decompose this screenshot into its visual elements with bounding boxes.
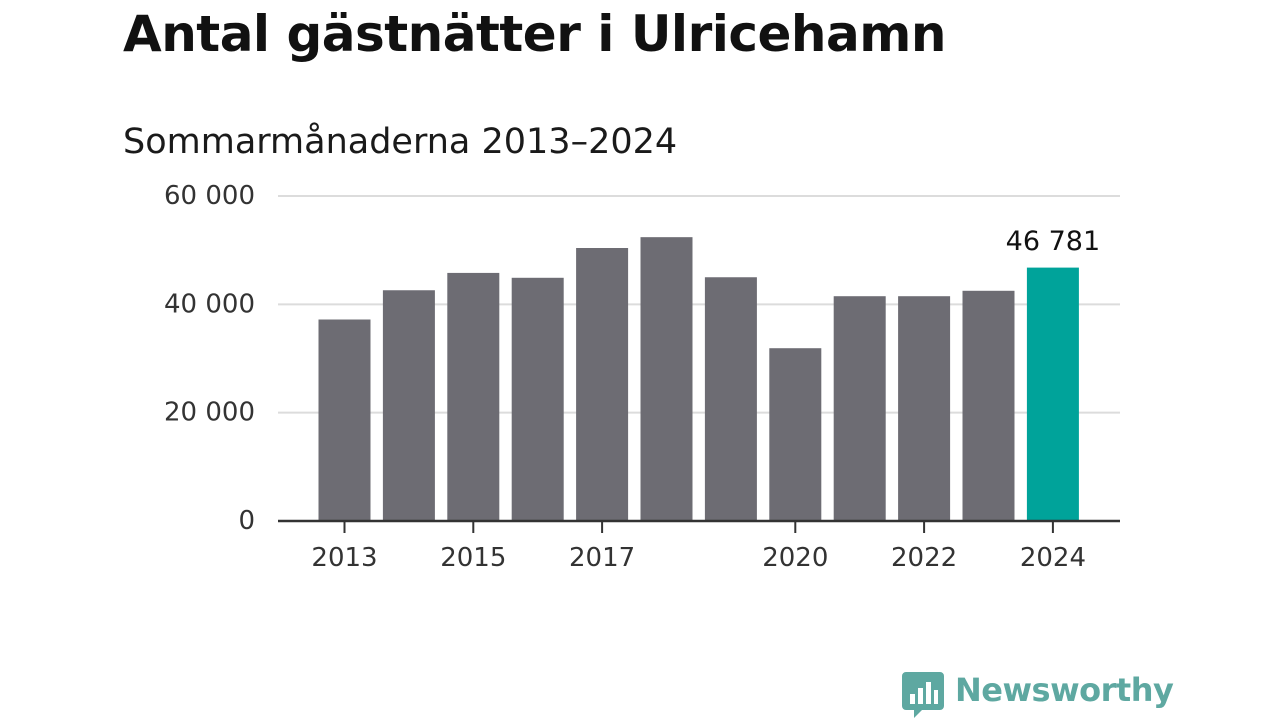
bar-2013	[318, 319, 371, 521]
bar-2015	[447, 272, 500, 521]
newsworthy-chat-bars-icon	[902, 672, 944, 718]
bar-2023	[962, 290, 1015, 521]
bar-2020	[769, 348, 822, 521]
bars	[318, 237, 1079, 521]
newsworthy-logo: Newsworthy	[902, 668, 1174, 718]
y-tick-label: 0	[238, 506, 255, 536]
bar-2016	[511, 277, 564, 521]
y-tick-label: 40 000	[164, 289, 255, 319]
y-tick-label: 60 000	[164, 181, 255, 211]
bar-2017	[576, 248, 629, 521]
axes	[278, 519, 1120, 533]
bar-2024	[1026, 267, 1079, 521]
labels: 0 20 000 40 000 60 000 2013 2015 2017 2020 2022 2…	[164, 181, 1100, 573]
chart-subtitle: Sommarmånaderna 2013–2024	[123, 122, 678, 162]
x-tick-label: 2020	[762, 543, 828, 573]
bar-2019	[704, 277, 757, 521]
bar-2018	[640, 237, 693, 521]
bar-2021	[833, 296, 886, 521]
x-tick-label: 2017	[569, 543, 635, 573]
y-tick-label: 20 000	[164, 398, 255, 428]
x-tick-label: 2022	[891, 543, 957, 573]
x-tick-label: 2013	[311, 543, 377, 573]
x-tick-label: 2024	[1020, 543, 1086, 573]
bar-2022	[898, 296, 951, 521]
chart-title: Antal gästnätter i Ulricehamn	[123, 5, 946, 63]
x-tick-label: 2015	[440, 543, 506, 573]
bar-2014	[382, 290, 435, 521]
brand-name: Newsworthy	[955, 671, 1174, 709]
data-label: 46 781	[1006, 226, 1100, 257]
